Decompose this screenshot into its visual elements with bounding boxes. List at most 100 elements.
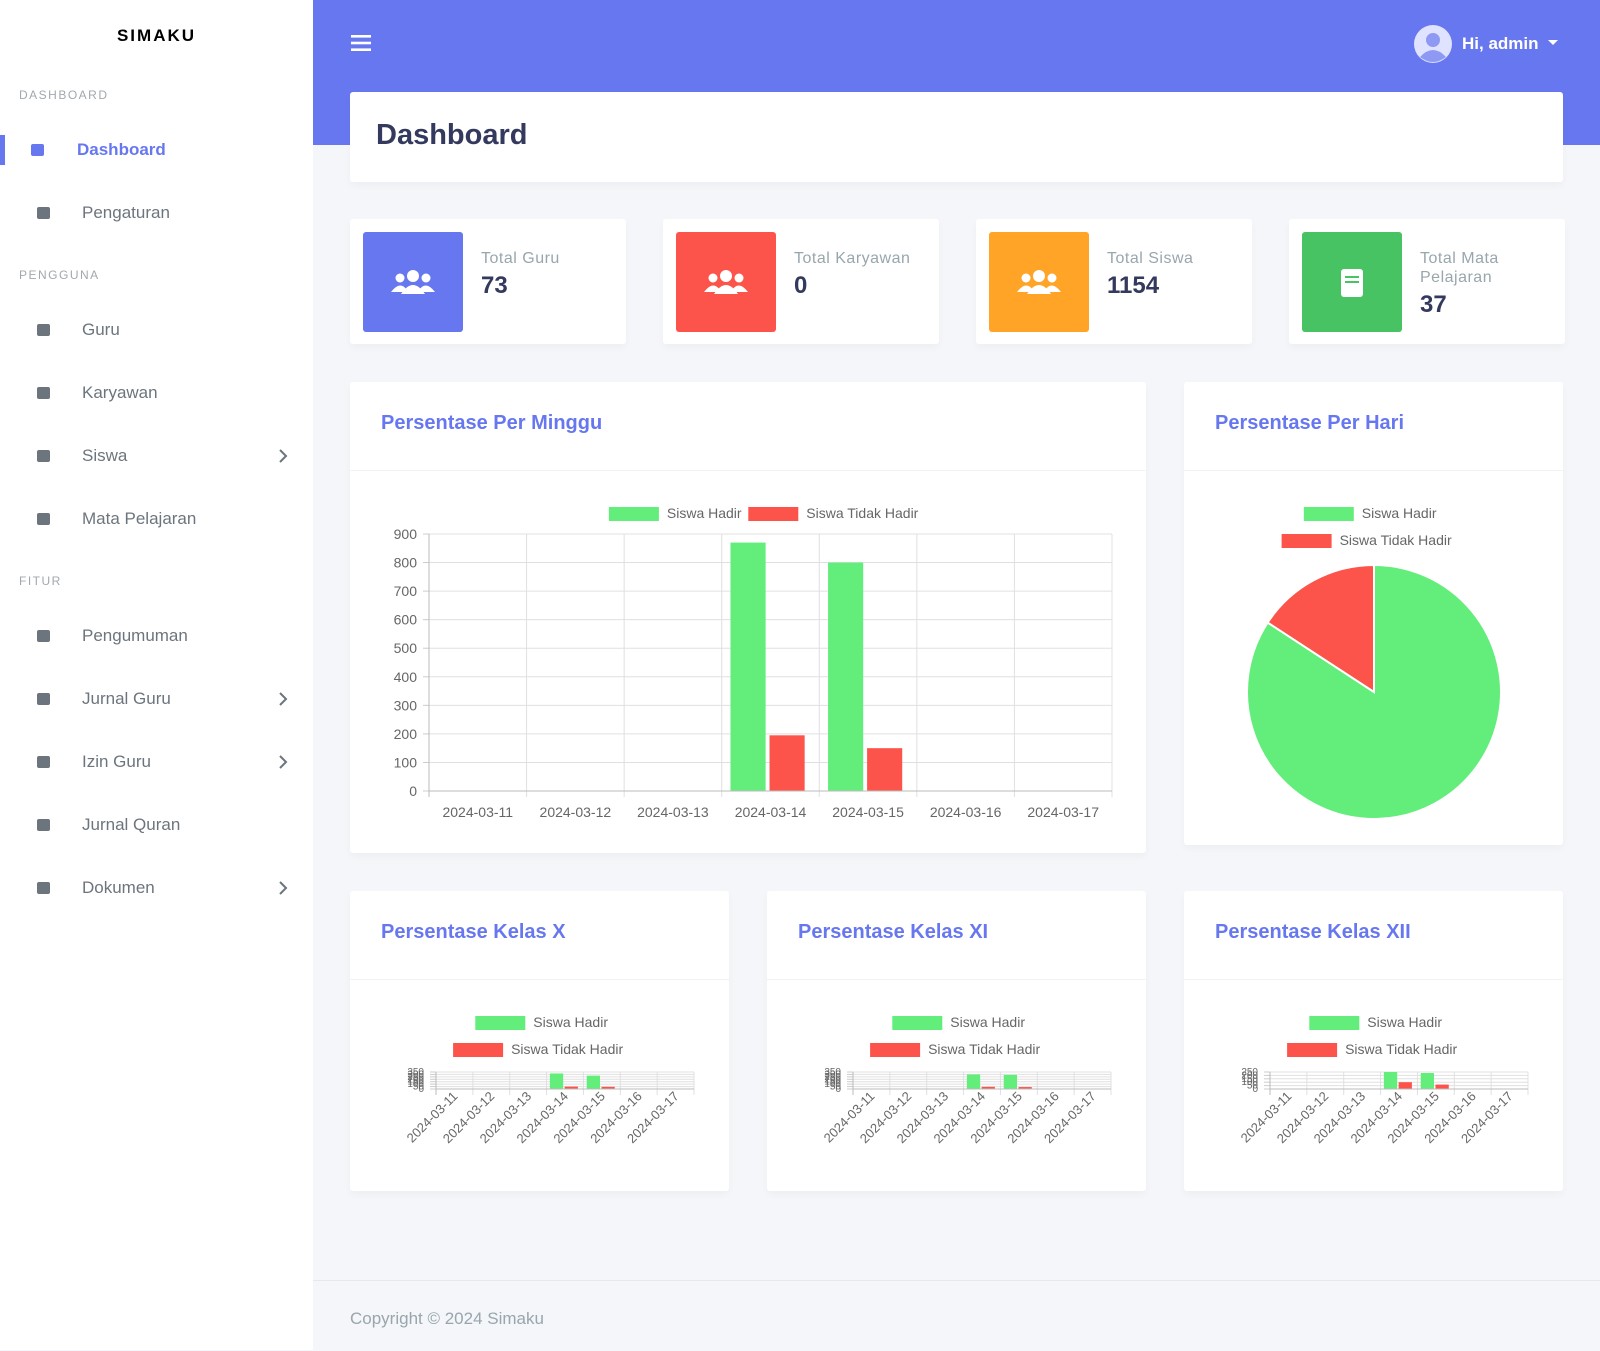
bar [828, 562, 864, 791]
stat-text: Total Siswa 1154 [1107, 249, 1227, 300]
nav-icon [37, 450, 50, 462]
y-tick-label: 500 [394, 640, 418, 656]
icon-glyph [1017, 270, 1061, 294]
section-heading: DASHBOARD [19, 88, 109, 102]
y-tick-label: 100 [394, 754, 418, 770]
nav-label: Izin Guru [82, 752, 151, 771]
y-tick-label: 100 [407, 1079, 424, 1090]
stat-card: Total Guru 73 [350, 219, 626, 344]
nav-item[interactable]: Karyawan [0, 368, 313, 418]
nav-item[interactable]: Izin Guru [0, 737, 313, 787]
stat-text: Total Karyawan 0 [794, 249, 914, 300]
stat-label: Total Mata Pelajaran [1420, 250, 1499, 286]
nav-label: Dokumen [82, 878, 155, 897]
y-tick-label: 800 [394, 555, 418, 571]
bar [981, 1086, 995, 1089]
chart-card: Persentase Kelas XI Siswa Hadir Siswa Tida… [767, 891, 1146, 1191]
x-tick-label: 2024-03-14 [735, 804, 807, 820]
brand[interactable]: SIMAKU [116, 26, 197, 45]
legend-swatch [608, 507, 659, 521]
y-tick-label: 50 [830, 1082, 842, 1093]
bar [586, 1075, 601, 1089]
stat-icon [1302, 232, 1402, 332]
chart-card: Persentase Kelas X Siswa Hadir Siswa Tidak… [350, 891, 729, 1191]
legend-label: Siswa Tidak Hadir [511, 1041, 623, 1057]
nav-item[interactable]: Pengumuman [0, 611, 313, 661]
x-tick-label: 2024-03-13 [637, 804, 709, 820]
card-header [1184, 891, 1563, 980]
chart-title: Persentase Kelas XI [798, 921, 989, 943]
y-tick-label: 200 [824, 1074, 841, 1085]
y-tick-label: 200 [407, 1074, 424, 1085]
nav-label: Pengaturan [82, 203, 170, 222]
nav-label: Mata Pelajaran [82, 509, 197, 528]
chevron [279, 449, 288, 463]
chart-card: Persentase Per Minggu Siswa Hadir Siswa Ti… [350, 382, 1146, 853]
y-tick-label: 150 [407, 1077, 424, 1088]
legend-label: Siswa Tidak Hadir [1340, 532, 1452, 548]
stat-label: Total Karyawan [794, 250, 911, 267]
stat-label: Total Siswa [1107, 250, 1194, 267]
menu-toggle[interactable] [351, 33, 373, 53]
nav-icon [37, 513, 50, 525]
y-tick-label: 100 [1241, 1077, 1258, 1088]
nav-item[interactable]: Guru [0, 305, 313, 355]
chevron [279, 881, 288, 895]
pie-slice [1266, 563, 1375, 694]
bar [1420, 1073, 1435, 1089]
y-tick-label: 0 [1252, 1084, 1258, 1095]
y-tick-label: 200 [1241, 1070, 1258, 1081]
stat-value: 73 [481, 272, 508, 299]
bar [1435, 1084, 1449, 1089]
y-tick-label: 50 [1247, 1081, 1259, 1092]
bar [1398, 1082, 1412, 1089]
bar [769, 735, 805, 791]
bar [1003, 1074, 1018, 1089]
bar [601, 1086, 615, 1089]
sidebar: SIMAKU DASHBOARD Dashboard Pengaturan PENGG… [0, 0, 313, 1350]
nav-icon [37, 387, 50, 399]
y-tick-label: 300 [407, 1069, 424, 1080]
footer: Copyright © 2024 Simaku [313, 1280, 1600, 1351]
nav-label: Pengumuman [82, 626, 188, 645]
nav-item[interactable]: Siswa [0, 431, 313, 481]
caret[interactable] [1547, 38, 1559, 48]
nav-item[interactable]: Mata Pelajaran [0, 494, 313, 544]
nav-icon [37, 630, 50, 642]
nav-item[interactable]: Pengaturan [0, 188, 313, 238]
legend-swatch [453, 1043, 504, 1057]
legend-label: Siswa Tidak Hadir [928, 1041, 1040, 1057]
legend-swatch [1287, 1043, 1338, 1057]
footer-text: Copyright © 2024 Simaku [350, 1309, 544, 1328]
nav-icon [37, 693, 50, 705]
nav-item[interactable]: Jurnal Guru [0, 674, 313, 724]
icon-glyph [704, 270, 748, 294]
title-card: Dashboard [350, 92, 1563, 182]
legend-label: Siswa Tidak Hadir [1345, 1041, 1457, 1057]
bar [730, 542, 766, 791]
y-tick-label: 150 [824, 1077, 841, 1088]
user-name[interactable]: Hi, admin [1462, 34, 1539, 53]
nav-label: Karyawan [82, 383, 158, 402]
chart-title: Persentase Kelas X [381, 921, 566, 943]
y-tick-label: 100 [824, 1079, 841, 1090]
legend-label: Siswa Tidak Hadir [806, 505, 918, 521]
y-tick-label: 700 [394, 583, 418, 599]
nav-icon [37, 819, 50, 831]
card-header [350, 382, 1146, 471]
legend-swatch [748, 507, 799, 521]
y-tick-label: 250 [407, 1072, 424, 1083]
nav-item[interactable]: Dokumen [0, 863, 313, 913]
nav-item[interactable]: Dashboard [0, 125, 313, 175]
chevron [279, 692, 288, 706]
nav-item[interactable]: Jurnal Quran [0, 800, 313, 850]
avatar[interactable] [1414, 25, 1454, 65]
nav-icon [37, 324, 50, 336]
nav-icon [37, 207, 50, 219]
chart-card: Persentase Per Hari Siswa Hadir Siswa Tida… [1184, 382, 1563, 845]
bar [549, 1073, 564, 1089]
bar [564, 1086, 578, 1089]
y-tick-label: 0 [835, 1084, 841, 1095]
chart-title: Persentase Kelas XII [1215, 921, 1411, 943]
legend-label: Siswa Hadir [667, 505, 742, 521]
